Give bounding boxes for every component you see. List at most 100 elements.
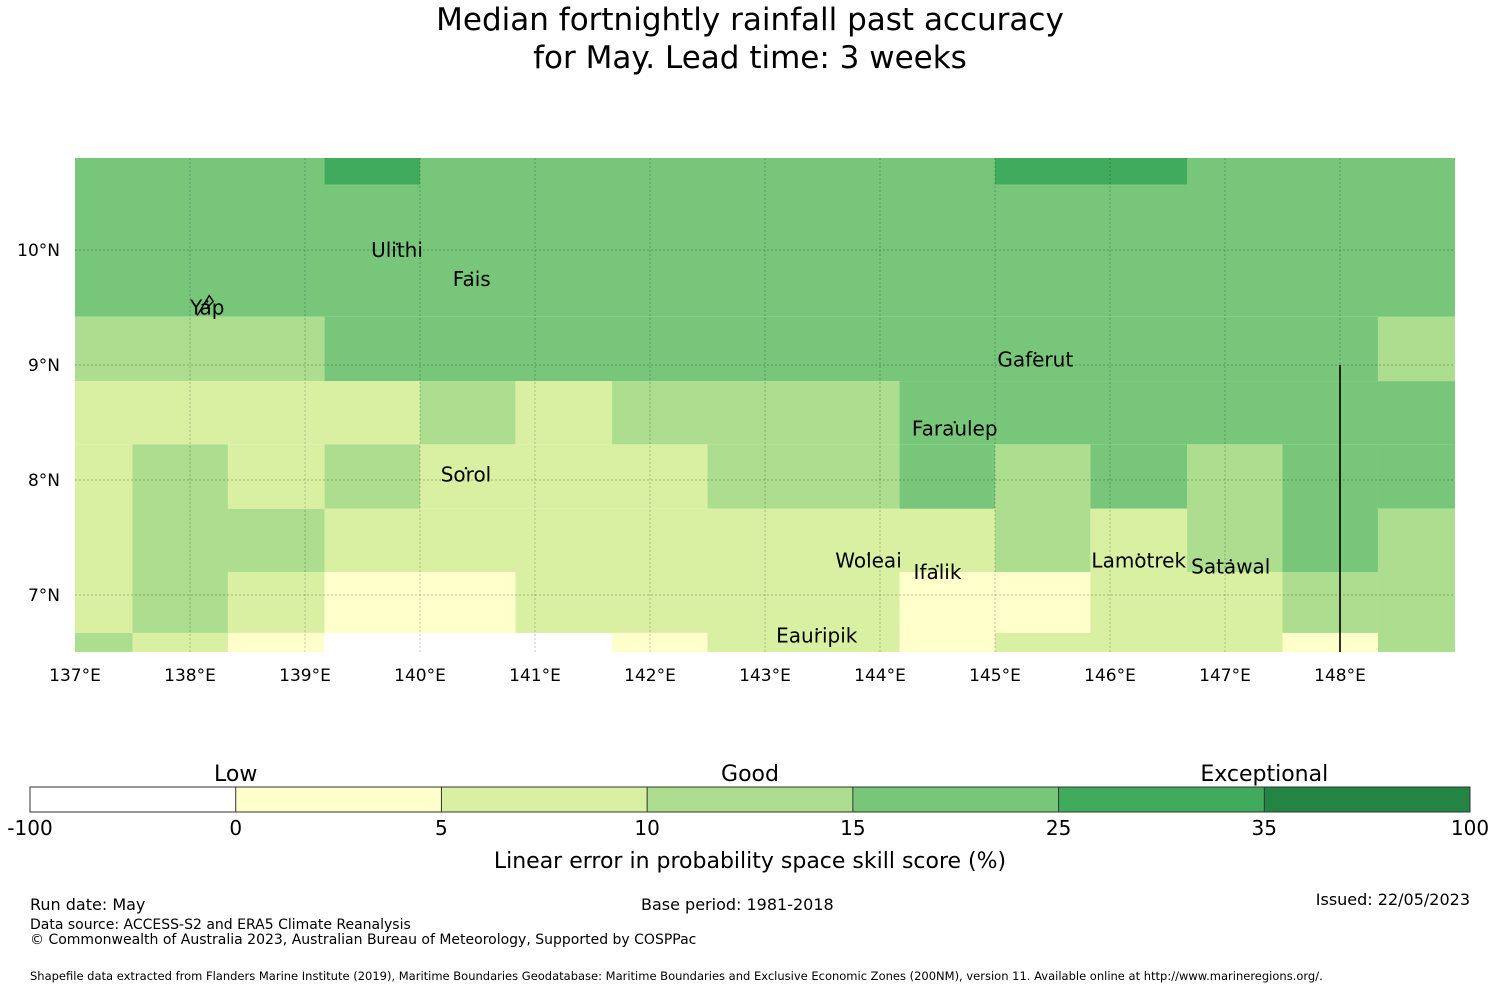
- island-marker: [1229, 559, 1232, 562]
- graticule: [75, 158, 1455, 652]
- lon-tick-label: 145°E: [969, 666, 1021, 686]
- grid-cell: [75, 444, 133, 633]
- grid-cell: [75, 158, 1455, 317]
- island-marker: [395, 242, 399, 246]
- colorbar-tick-label: 15: [840, 816, 865, 840]
- colorbar-frame: [29, 786, 1471, 813]
- grid-cell: [995, 444, 1091, 572]
- lat-tick-label: 10°N: [17, 241, 60, 261]
- grid-cell: [707, 444, 900, 509]
- shapefile-credit: Shapefile data extracted from Flanders M…: [30, 969, 1323, 983]
- place-labels: Ulithi Fais Yap Gaferut Faraulep Sorol Woleai I…: [189, 238, 1270, 647]
- colorbar-swatch: [441, 787, 648, 812]
- lon-tick-label: 142°E: [624, 666, 676, 686]
- base-period: Base period: 1981-2018: [641, 895, 834, 914]
- island-marker: [936, 564, 939, 568]
- grid-cell: [515, 381, 613, 445]
- yap-island-outline: [196, 294, 215, 316]
- colorbar-swatch: [852, 787, 1059, 812]
- grid-cell: [227, 444, 325, 509]
- grid-cell: [1090, 508, 1188, 633]
- colorbar-tick-label: -100: [7, 816, 52, 840]
- lon-tick-label: 139°E: [279, 666, 331, 686]
- colorbar-swatch: [1058, 787, 1265, 812]
- place-label: Ifalik: [914, 560, 962, 584]
- colorbar-axis-label: Linear error in probability space skill …: [494, 849, 1006, 874]
- island-marker: [867, 553, 870, 556]
- grid-cell: [132, 632, 228, 652]
- grid-cell: [612, 632, 708, 652]
- grid-cell: [612, 381, 900, 445]
- run-date: Run date: May: [30, 895, 146, 914]
- grid-cell: [899, 444, 995, 509]
- place-label: Lamotrek: [1091, 549, 1186, 573]
- title-line-1: Median fortnightly rainfall past accurac…: [436, 2, 1064, 38]
- lat-tick-label: 8°N: [28, 471, 60, 491]
- grid-cell: [707, 632, 900, 652]
- latitude-ticks: 10°N 9°N 8°N 7°N: [17, 241, 60, 606]
- grid-cell: [1282, 632, 1378, 652]
- place-label: Woleai: [835, 549, 902, 573]
- grid-cell: [1377, 508, 1455, 652]
- colorbar-tick-label: 25: [1046, 816, 1071, 840]
- island-marker: [470, 271, 473, 274]
- grid-cell: [1377, 158, 1455, 317]
- grid-cell: [420, 381, 516, 445]
- island-marker: [464, 467, 468, 470]
- place-label: Faraulep: [912, 416, 998, 440]
- grid-cell: [227, 572, 325, 633]
- colorbar-tick-label: 10: [634, 816, 659, 840]
- data-source: Data source: ACCESS-S2 and ERA5 Climate …: [30, 917, 411, 933]
- colorbar-swatch: [1264, 787, 1470, 812]
- island-marker: [1137, 553, 1140, 556]
- place-label: Yap: [189, 296, 224, 320]
- grid-cell: [515, 508, 708, 633]
- lon-tick-label: 147°E: [1199, 666, 1251, 686]
- island-marker: [815, 628, 818, 631]
- colorbar-tick-label: 100: [1451, 816, 1489, 840]
- grid-cell: [1377, 316, 1455, 382]
- island-marker: [1034, 352, 1037, 355]
- colorbar-swatch: [235, 787, 442, 812]
- grid-cell: [1282, 572, 1378, 633]
- lat-tick-label: 7°N: [28, 586, 60, 606]
- grid-cell: [227, 632, 325, 652]
- place-label: Ulithi: [371, 238, 423, 262]
- island-marker: [953, 421, 956, 424]
- place-label: Satawal: [1191, 554, 1270, 578]
- lon-tick-label: 141°E: [509, 666, 561, 686]
- colorbar-tick-label: 0: [229, 816, 242, 840]
- lon-tick-label: 137°E: [49, 666, 101, 686]
- colorbar-category-label: Low: [214, 762, 257, 787]
- copyright: © Commonwealth of Australia 2023, Austra…: [30, 932, 697, 948]
- grid-cell: [132, 444, 228, 633]
- lon-tick-label: 143°E: [739, 666, 791, 686]
- title-line-2: for May. Lead time: 3 weeks: [533, 40, 967, 76]
- colorbar-swatch: [30, 787, 236, 812]
- colorbar-category-label: Good: [721, 762, 779, 787]
- grid-cell: [995, 632, 1283, 652]
- grid-cell: [227, 508, 325, 572]
- lon-tick-label: 148°E: [1314, 666, 1366, 686]
- lon-tick-label: 138°E: [164, 666, 216, 686]
- grid-cell: [1282, 444, 1378, 572]
- lat-tick-label: 9°N: [28, 356, 60, 376]
- grid-cell: [324, 572, 516, 633]
- grid-cell: [75, 381, 420, 445]
- place-label: Eauripik: [776, 623, 858, 647]
- colorbar-tick-label: 5: [435, 816, 448, 840]
- place-label: Fais: [453, 267, 491, 291]
- colorbar-tick-label: 35: [1252, 816, 1277, 840]
- grid-cell: [324, 158, 420, 185]
- longitude-ticks: 137°E 138°E 139°E 140°E 141°E 142°E 143°E 144°E…: [49, 666, 1366, 686]
- grid-cell: [75, 316, 325, 382]
- grid-cell: [420, 444, 708, 509]
- grid-cell: [1090, 444, 1188, 509]
- grid-cell: [324, 316, 1378, 382]
- grid-cell: [995, 158, 1188, 185]
- colorbar-swatch: [647, 787, 853, 812]
- grid-cell: [1187, 572, 1283, 633]
- grid-cell: [324, 632, 613, 652]
- lon-tick-label: 140°E: [394, 666, 446, 686]
